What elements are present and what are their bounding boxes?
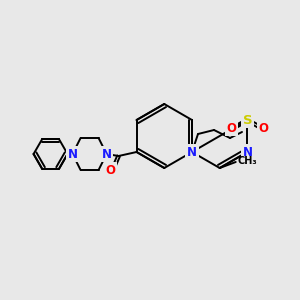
Text: O: O <box>106 164 116 176</box>
Text: N: N <box>102 148 112 160</box>
Text: CH₃: CH₃ <box>238 156 257 166</box>
Text: S: S <box>243 113 252 127</box>
Text: N: N <box>242 146 252 158</box>
Text: O: O <box>226 122 236 134</box>
Text: N: N <box>68 148 78 160</box>
Text: N: N <box>187 146 197 158</box>
Text: O: O <box>258 122 268 134</box>
